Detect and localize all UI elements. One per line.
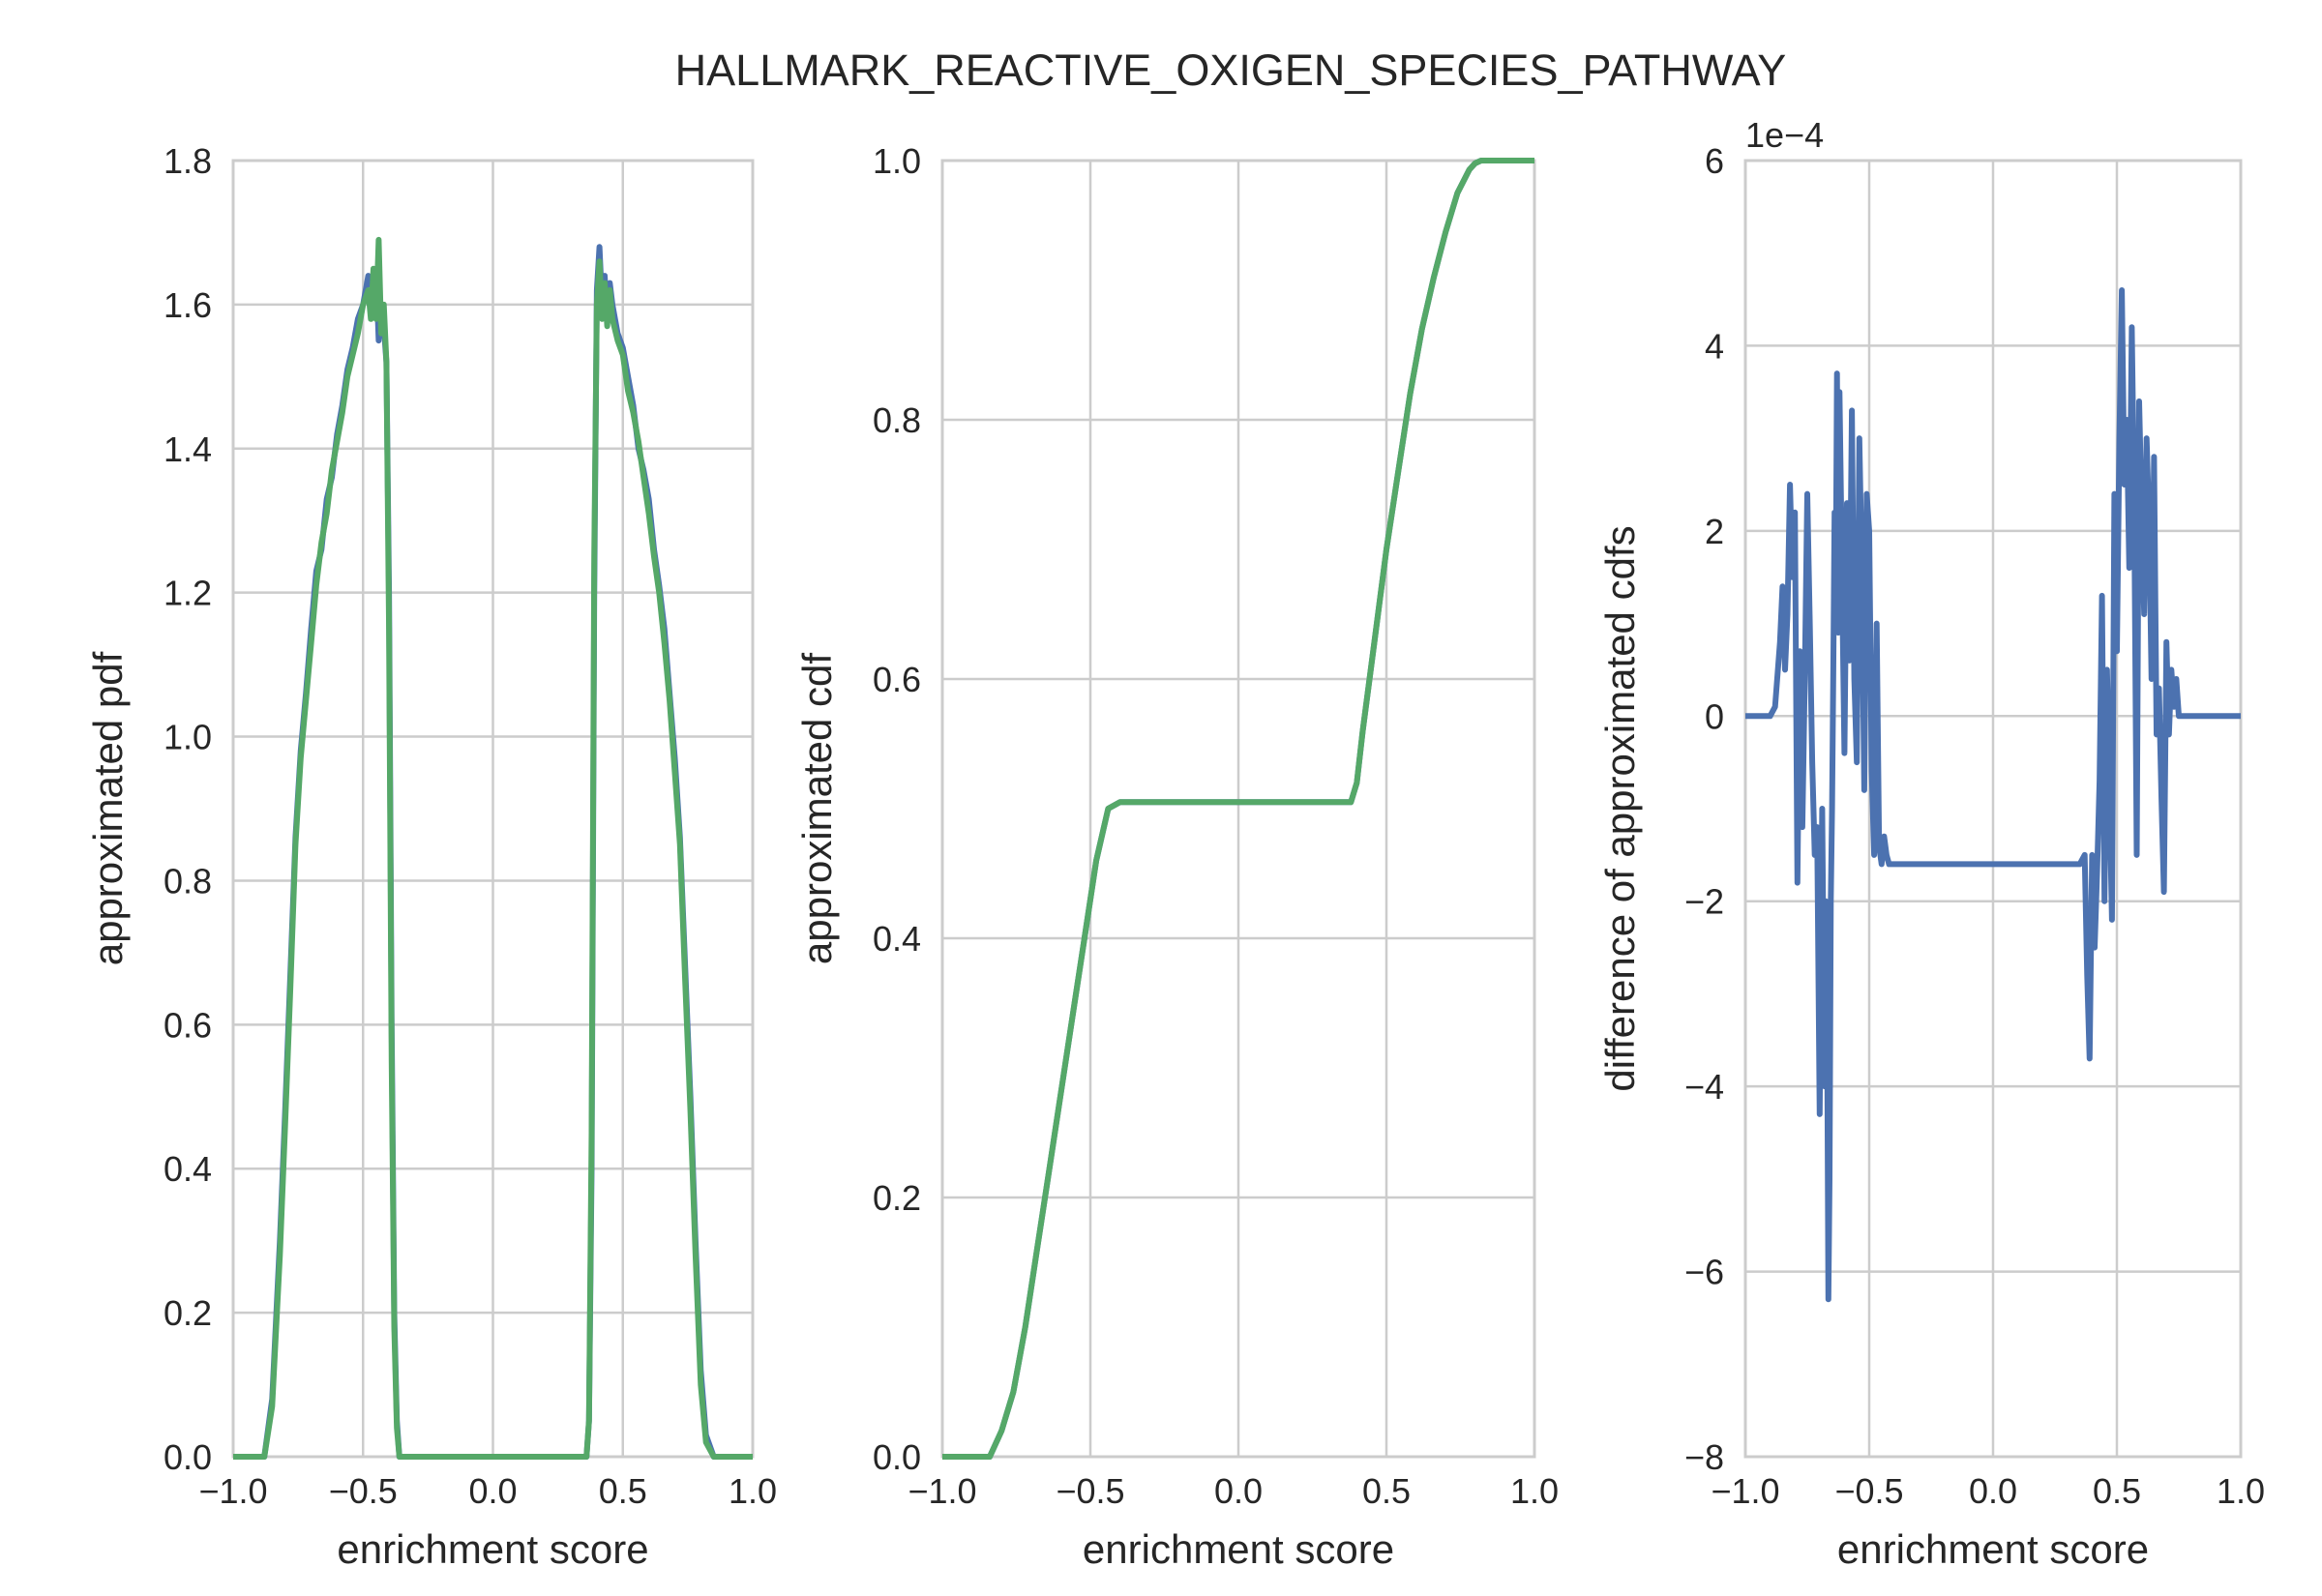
y-tick-label-3: 0.4 — [873, 919, 921, 959]
series-line-2 — [233, 236, 753, 1460]
series-line-2 — [942, 158, 1534, 1460]
y-tick-label-4: 0.6 — [873, 660, 921, 699]
y-tick-label-3: −4 — [1684, 1067, 1724, 1107]
x-tick-label-2: −0.5 — [1056, 1471, 1124, 1511]
plot-frame — [1743, 159, 2243, 1459]
panel-3: −1.0 −0.5 0.0 0.5 1.0 −8 −6 −4 −2 0 2 4 6 enrichment … — [1597, 115, 2265, 1572]
x-tick-label-2: −0.5 — [1834, 1471, 1903, 1511]
plot-frame — [940, 159, 1536, 1459]
x-tick-label-3: 0.0 — [1969, 1471, 2017, 1511]
y-tick-label-8: 6 — [1705, 141, 1724, 181]
y-tick-label-7: 1.2 — [164, 574, 212, 613]
y-tick-label-1: 0.0 — [164, 1437, 212, 1477]
y-offset-label: 1e−4 — [1745, 115, 1824, 155]
panel-2: −1.0 −0.5 0.0 0.5 1.0 0.0 0.2 0.4 0.6 0.8 1.0 enric… — [794, 141, 1559, 1572]
y-tick-label-2: 0.2 — [873, 1178, 921, 1218]
x-tick-label-5: 1.0 — [729, 1471, 777, 1511]
x-tick-label-3: 0.0 — [1214, 1471, 1263, 1511]
y-axis-label: difference of approximated cdfs — [1597, 525, 1643, 1091]
x-tick-label-4: 0.5 — [1362, 1471, 1411, 1511]
series-line-1 — [1745, 287, 2241, 1303]
x-tick-label-4: 0.5 — [2093, 1471, 2141, 1511]
y-tick-label-7: 4 — [1705, 326, 1724, 366]
y-tick-label-5: 0 — [1705, 696, 1724, 736]
y-tick-label-5: 0.8 — [873, 400, 921, 440]
x-axis-label: enrichment score — [1837, 1526, 2149, 1572]
y-tick-label-10: 1.8 — [164, 141, 212, 181]
y-tick-label-4: −2 — [1684, 882, 1724, 922]
x-tick-label-3: 0.0 — [468, 1471, 517, 1511]
y-tick-label-6: 1.0 — [164, 718, 212, 757]
figure-title: HALLMARK_REACTIVE_OXIGEN_SPECIES_PATHWAY — [675, 45, 1787, 95]
x-tick-label-5: 1.0 — [1510, 1471, 1559, 1511]
panels: −1.0 −0.5 0.0 0.5 1.0 0.0 0.2 0.4 0.6 0.8 1.0 1.2 1.… — [85, 115, 2265, 1572]
y-tick-label-8: 1.4 — [164, 429, 212, 469]
y-axis-label: approximated cdf — [794, 653, 840, 965]
panel-1: −1.0 −0.5 0.0 0.5 1.0 0.0 0.2 0.4 0.6 0.8 1.0 1.2 1.… — [85, 141, 777, 1572]
y-tick-label-2: 0.2 — [164, 1293, 212, 1333]
y-tick-label-4: 0.6 — [164, 1005, 212, 1045]
y-tick-label-6: 1.0 — [873, 141, 921, 181]
x-axis-label: enrichment score — [1083, 1526, 1394, 1572]
x-axis-label: enrichment score — [337, 1526, 648, 1572]
y-tick-label-9: 1.6 — [164, 285, 212, 325]
x-tick-label-1: −1.0 — [908, 1471, 976, 1511]
x-tick-label-5: 1.0 — [2217, 1471, 2265, 1511]
y-tick-label-1: −8 — [1684, 1437, 1724, 1477]
y-axis-label: approximated pdf — [85, 651, 131, 965]
y-tick-label-3: 0.4 — [164, 1149, 212, 1189]
y-tick-label-5: 0.8 — [164, 861, 212, 901]
x-tick-label-2: −0.5 — [329, 1471, 398, 1511]
x-tick-label-4: 0.5 — [599, 1471, 647, 1511]
x-tick-label-1: −1.0 — [198, 1471, 267, 1511]
y-tick-label-2: −6 — [1684, 1253, 1724, 1292]
y-tick-label-1: 0.0 — [873, 1437, 921, 1477]
x-tick-label-1: −1.0 — [1711, 1471, 1779, 1511]
y-tick-label-6: 2 — [1705, 512, 1724, 551]
